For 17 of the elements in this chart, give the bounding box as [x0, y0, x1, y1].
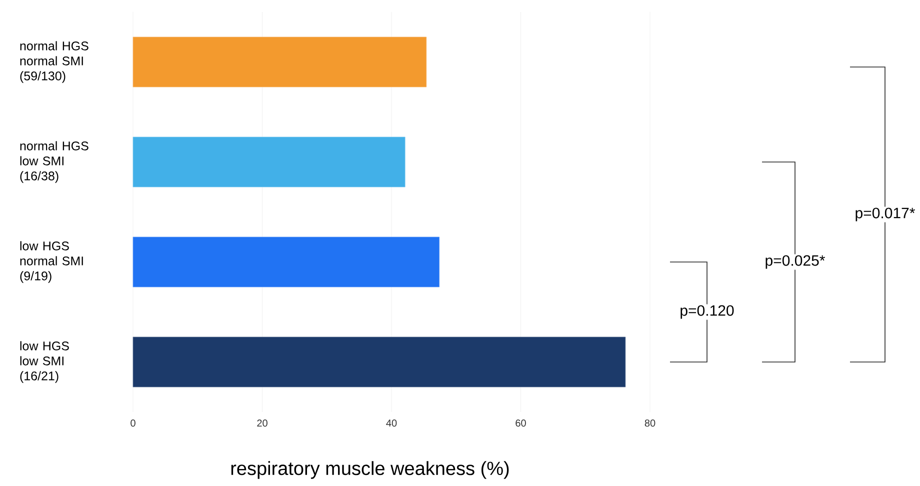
text: p=0.025* — [766, 255, 825, 269]
text: p=0.120 — [680, 305, 734, 319]
x-tick-label: 0 — [130, 420, 136, 427]
bar — [132, 136, 406, 188]
x-tick-label: 40 — [386, 420, 397, 427]
x-tick-label: 80 — [644, 420, 656, 427]
y-tick-label: low HGS normal SMI (9/19) — [20, 241, 83, 283]
x-axis-title: respiratory muscle weakness (%) — [231, 461, 509, 479]
y-tick-label: normal HGS low SMI (16/38) — [20, 141, 88, 183]
text: p=0.017* — [856, 208, 915, 222]
x-tick-label: 20 — [257, 420, 268, 427]
x-tick-label: 60 — [516, 420, 526, 427]
y-tick-label: normal HGS normal SMI (59/130) — [20, 41, 88, 83]
bar — [132, 236, 440, 288]
bar — [132, 36, 427, 88]
y-tick-label: low HGS low SMI (16/21) — [20, 341, 69, 383]
bar — [132, 336, 626, 388]
